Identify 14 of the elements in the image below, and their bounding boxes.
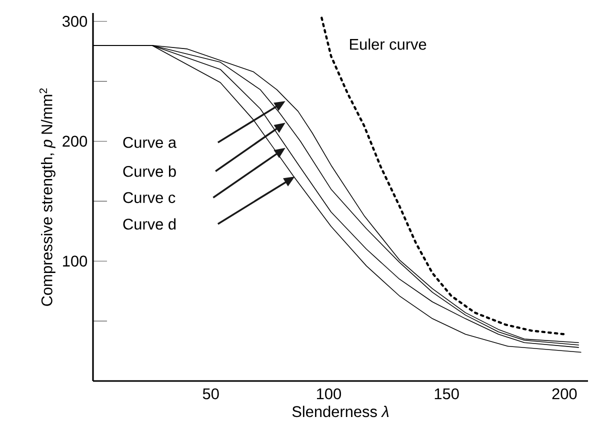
series-label: Euler curve xyxy=(350,38,426,50)
annotation: Curve c xyxy=(123,192,176,204)
annotation: Curve d xyxy=(123,218,176,230)
annotation: Curve a xyxy=(123,136,177,148)
annotation: Curve b xyxy=(123,166,176,177)
x-tick-label: 200 xyxy=(552,388,577,400)
x-tick-label: 100 xyxy=(317,388,341,400)
x-tick-label: 150 xyxy=(434,388,459,400)
y-tick-label: 100 xyxy=(63,256,88,267)
x-tick-label: 50 xyxy=(202,388,219,400)
y-axis-title: Compressive strength, p N/mm$^{2}$ xyxy=(39,88,56,306)
x-axis-title: Slenderness λ xyxy=(292,406,389,418)
y-tick-label: 300 xyxy=(62,16,88,27)
y-tick-label: 200 xyxy=(62,136,88,147)
